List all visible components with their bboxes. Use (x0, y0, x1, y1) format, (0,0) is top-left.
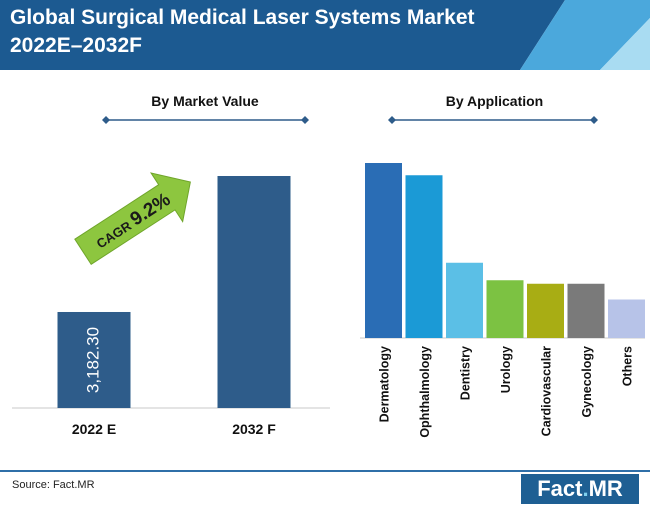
bar-cardiovascular (527, 283, 564, 338)
bar-gynecology (567, 283, 605, 338)
category-label-2022-e: 2022 E (72, 421, 116, 437)
application-bars (365, 163, 645, 338)
title-line-1: Global Surgical Medical Laser Systems Ma… (10, 6, 475, 29)
market-value-panel-title: By Market Value (151, 93, 259, 109)
application-title-connector (388, 116, 598, 124)
bar-ophthalmology (405, 175, 443, 338)
page-title: Global Surgical Medical Laser Systems Ma… (10, 4, 475, 60)
category-label-ophthalmology: Ophthalmology (418, 346, 432, 438)
market-value-category-labels: 2022 E 2032 F (72, 421, 276, 437)
market-value-title-connector (102, 116, 309, 124)
bar-dermatology (365, 163, 402, 338)
application-category-labels: Dermatology Ophthalmology Dentistry Urology… (378, 346, 635, 438)
title-line-2: 2022E–2032F (10, 34, 142, 57)
bar-2022-e (57, 311, 131, 408)
market-value-bars: 3,182.30 (57, 176, 291, 408)
header-banner: Global Surgical Medical Laser Systems Ma… (0, 0, 650, 70)
category-label-others: Others (621, 346, 635, 386)
header-background (0, 0, 650, 70)
category-label-2032-f: 2032 F (232, 421, 276, 437)
data-label-2022-e: 3,182.30 (83, 327, 102, 393)
category-label-cardiovascular: Cardiovascular (540, 346, 554, 436)
bar-urology (486, 280, 524, 338)
category-label-dermatology: Dermatology (378, 346, 392, 422)
bar-dentistry (446, 262, 483, 338)
factmr-logo: Fact.MR (521, 474, 639, 504)
charts-canvas: 3,182.30 2022 E 2032 F CAGR 9.2% Dermatol… (12, 116, 645, 438)
cagr-arrow: CAGR 9.2% (74, 172, 191, 266)
application-panel-title: By Application (445, 93, 544, 109)
category-label-gynecology: Gynecology (580, 346, 594, 418)
bar-2032-f (217, 176, 291, 408)
category-label-dentistry: Dentistry (459, 346, 473, 400)
source-note: Source: Fact.MR (12, 479, 95, 491)
category-label-urology: Urology (499, 346, 513, 393)
bar-others (608, 299, 645, 338)
footer-divider (0, 470, 650, 472)
